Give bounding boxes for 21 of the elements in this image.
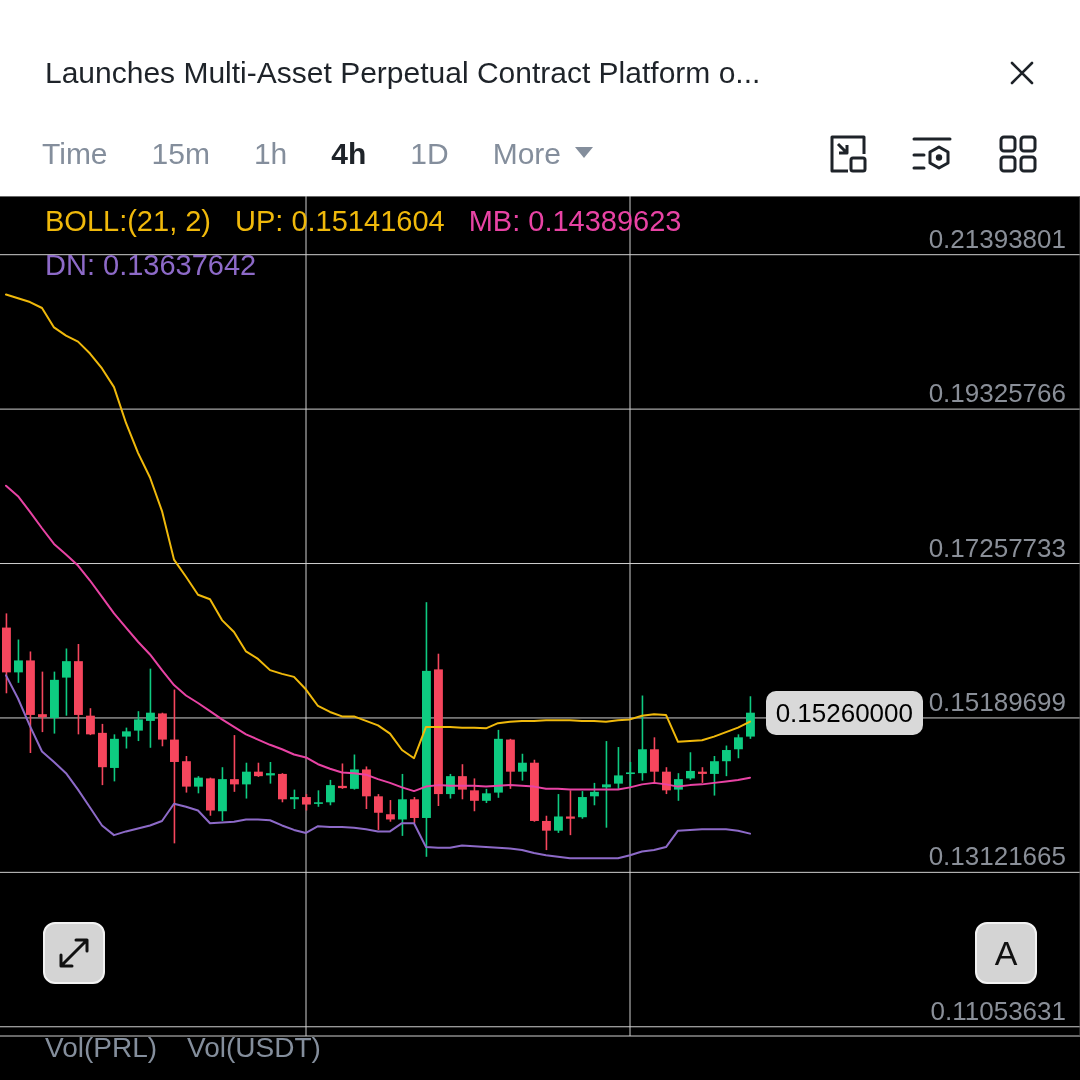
text: More [492, 136, 563, 172]
y-tick-label: 0.21393801 [928, 223, 1066, 254]
text: 1D [410, 136, 449, 172]
text: MB: 0.14389623 [468, 204, 682, 239]
annotation: Vol(PRL) [45, 1031, 158, 1065]
y-tick-label: 0.17257733 [928, 532, 1066, 563]
text: 4h [331, 136, 367, 172]
text: Time [42, 136, 108, 172]
annotation: Vol(USDT) [187, 1031, 321, 1065]
chart-title: Launches Multi-Asset Perpetual Contract Platform o... [45, 55, 761, 91]
text: 0.15260000 [765, 690, 923, 735]
text: 15m [151, 136, 210, 172]
text: UP: 0.15141604 [235, 204, 445, 239]
text: DN: 0.13637642 [45, 248, 257, 283]
y-tick-label: 0.15189699 [928, 686, 1066, 717]
legend-title: BOLL:(21, 2) [45, 204, 212, 239]
y-tick-label: 0.19325766 [928, 378, 1066, 409]
text: 1h [253, 136, 288, 172]
y-tick-label: 0.11053631 [930, 995, 1066, 1026]
y-tick-label: 0.13121665 [928, 841, 1066, 872]
auto-button: A [975, 922, 1037, 984]
